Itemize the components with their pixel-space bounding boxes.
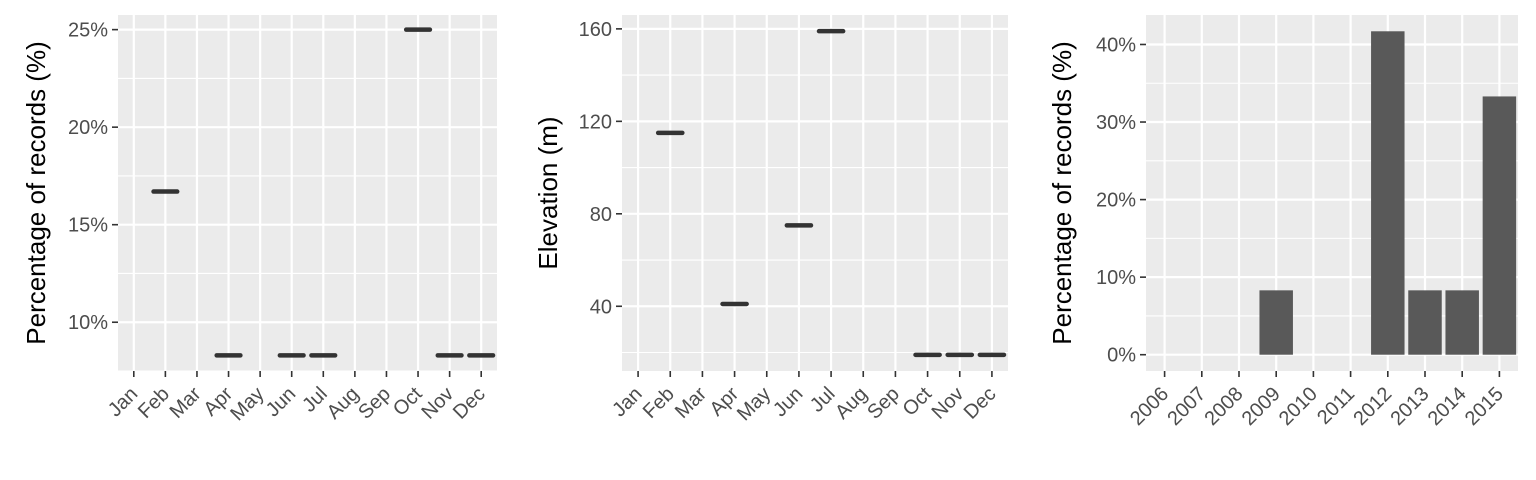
x-tick-label: Jan <box>104 383 142 421</box>
x-tick-label: 2015 <box>1461 383 1508 430</box>
x-tick-label: 2012 <box>1349 383 1396 430</box>
x-tick-label: Mar <box>671 383 711 423</box>
x-tick-label: Dec <box>960 383 1001 424</box>
x-tick-label: 2007 <box>1163 383 1210 430</box>
x-tick-label: Jun <box>769 383 807 421</box>
x-tick-label: Jan <box>608 383 646 421</box>
x-tick-label: Jun <box>262 383 300 421</box>
y-tick-label: 10% <box>1096 267 1136 289</box>
month-elevation-panel: 4080120160JanFebMarAprMayJunJulAugSepOct… <box>533 15 1008 425</box>
x-tick-label: Mar <box>166 383 206 423</box>
x-tick-label: Feb <box>134 383 174 423</box>
x-tick-label: Nov <box>928 383 969 424</box>
x-tick-label: Sep <box>863 383 904 424</box>
month-percentage-panel: 10%15%20%25%JanFebMarAprMayJunJulAugSepO… <box>21 15 497 425</box>
x-tick-label: May <box>733 383 775 425</box>
bar <box>1445 290 1479 355</box>
x-tick-label: Sep <box>354 383 395 424</box>
bar <box>1408 290 1442 355</box>
x-tick-label: 2009 <box>1238 383 1285 430</box>
y-tick-label: 40% <box>1096 34 1136 56</box>
y-tick-label: 20% <box>1096 190 1136 212</box>
x-tick-label: Nov <box>417 383 458 424</box>
x-tick-label: 2010 <box>1275 383 1322 430</box>
x-tick-label: Aug <box>323 383 364 424</box>
y-tick-label: 25% <box>68 20 108 42</box>
x-tick-label: Oct <box>389 383 427 421</box>
y-tick-label: 20% <box>68 117 108 139</box>
x-tick-label: Feb <box>639 383 679 423</box>
y-tick-label: 0% <box>1107 345 1136 367</box>
year-percentage-panel: 0%10%20%30%40%20062007200820092010201120… <box>1047 15 1518 430</box>
x-tick-label: Oct <box>899 383 937 421</box>
bar <box>1371 31 1405 355</box>
y-tick-label: 40 <box>590 296 612 318</box>
y-tick-label: 30% <box>1096 112 1136 134</box>
x-tick-label: 2011 <box>1313 383 1359 429</box>
x-tick-label: 2008 <box>1201 383 1248 430</box>
y-tick-label: 160 <box>579 19 612 41</box>
y-tick-label: 15% <box>68 215 108 237</box>
x-tick-label: 2013 <box>1387 383 1434 430</box>
x-tick-label: Aug <box>831 383 872 424</box>
y-axis-title: Percentage of records (%) <box>21 41 51 344</box>
bar <box>1482 96 1517 355</box>
y-tick-label: 10% <box>68 312 108 334</box>
y-tick-label: 120 <box>579 111 612 133</box>
y-axis-title: Elevation (m) <box>533 116 563 269</box>
y-axis-title: Percentage of records (%) <box>1047 41 1077 344</box>
y-tick-label: 80 <box>590 204 612 226</box>
panel-background <box>622 15 1008 371</box>
x-tick-label: Dec <box>449 383 490 424</box>
panel-background <box>118 15 497 371</box>
bar <box>1259 290 1293 355</box>
x-tick-label: 2014 <box>1424 383 1471 430</box>
x-tick-label: 2006 <box>1126 383 1173 430</box>
